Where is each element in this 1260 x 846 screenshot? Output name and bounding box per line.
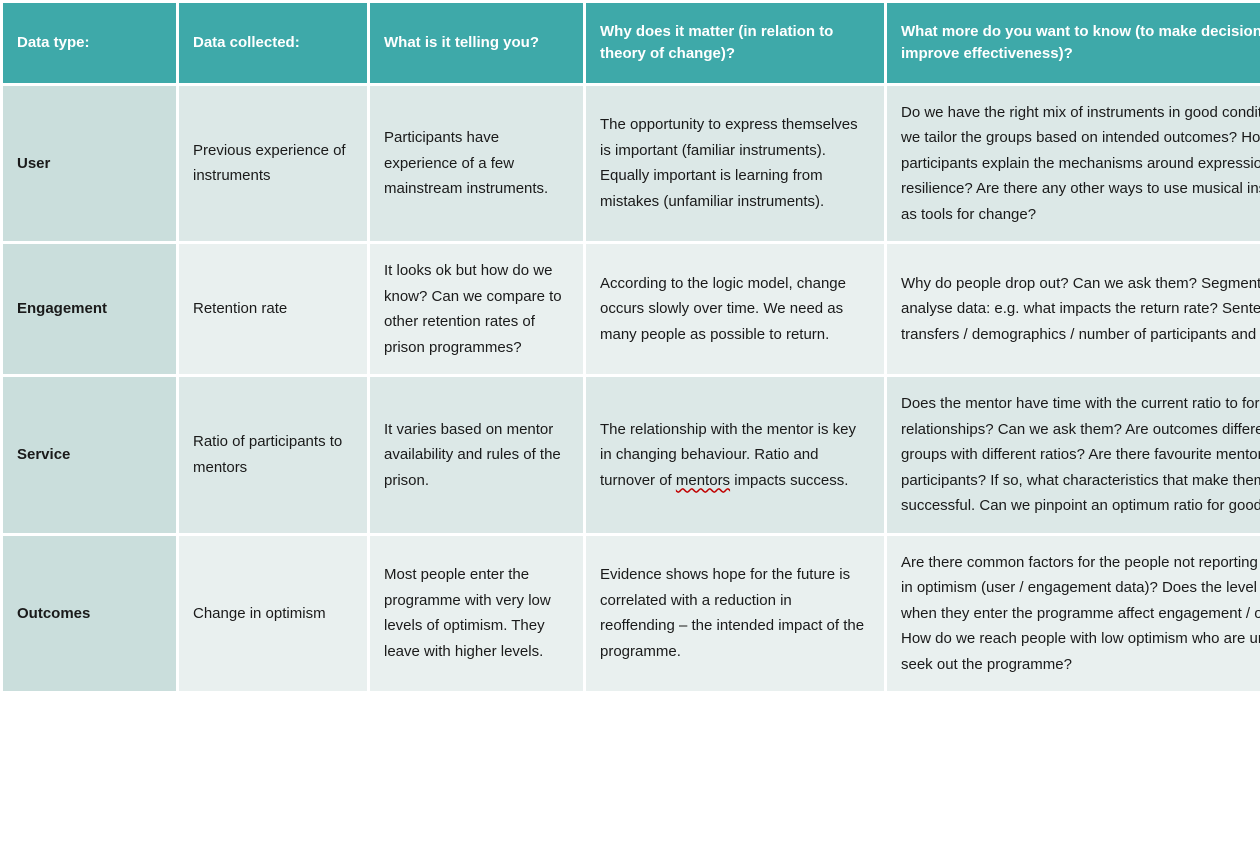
header-data-type: Data type: — [3, 3, 176, 83]
cell-what-more: Do we have the right mix of instruments … — [887, 86, 1260, 242]
why-text-after: impacts success. — [730, 472, 848, 489]
cell-why-matter: Evidence shows hope for the future is co… — [586, 536, 884, 692]
cell-why-matter: According to the logic model, change occ… — [586, 244, 884, 374]
spellcheck-underline-word: mentors — [676, 472, 730, 489]
table-row: Engagement Retention rate It looks ok bu… — [3, 244, 1260, 374]
cell-why-matter: The opportunity to express themselves is… — [586, 86, 884, 242]
header-why-matter: Why does it matter (in relation to theor… — [586, 3, 884, 83]
cell-data-collected: Ratio of participants to mentors — [179, 377, 367, 533]
header-data-collected: Data collected: — [179, 3, 367, 83]
cell-data-type: Engagement — [3, 244, 176, 374]
cell-data-type: Service — [3, 377, 176, 533]
table-row: Outcomes Change in optimism Most people … — [3, 536, 1260, 692]
cell-what-more: Are there common factors for the people … — [887, 536, 1260, 692]
table-row: User Previous experience of instruments … — [3, 86, 1260, 242]
cell-telling-you: It looks ok but how do we know? Can we c… — [370, 244, 583, 374]
cell-telling-you: Most people enter the programme with ver… — [370, 536, 583, 692]
cell-data-collected: Previous experience of instruments — [179, 86, 367, 242]
cell-telling-you: It varies based on mentor availability a… — [370, 377, 583, 533]
cell-data-collected: Retention rate — [179, 244, 367, 374]
cell-data-type: Outcomes — [3, 536, 176, 692]
table-header-row: Data type: Data collected: What is it te… — [3, 3, 1260, 83]
cell-data-type: User — [3, 86, 176, 242]
cell-what-more: Does the mentor have time with the curre… — [887, 377, 1260, 533]
header-what-more: What more do you want to know (to make d… — [887, 3, 1260, 83]
cell-data-collected: Change in optimism — [179, 536, 367, 692]
cell-what-more: Why do people drop out? Can we ask them?… — [887, 244, 1260, 374]
data-analysis-table: Data type: Data collected: What is it te… — [0, 0, 1260, 694]
cell-why-matter: The relationship with the mentor is key … — [586, 377, 884, 533]
header-telling-you: What is it telling you? — [370, 3, 583, 83]
cell-telling-you: Participants have experience of a few ma… — [370, 86, 583, 242]
table-row: Service Ratio of participants to mentors… — [3, 377, 1260, 533]
